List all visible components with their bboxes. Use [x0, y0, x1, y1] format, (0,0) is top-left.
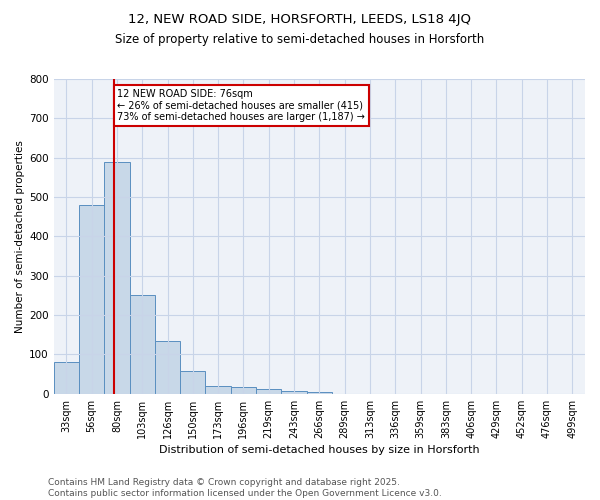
Bar: [307, 392, 332, 394]
Text: 12, NEW ROAD SIDE, HORSFORTH, LEEDS, LS18 4JQ: 12, NEW ROAD SIDE, HORSFORTH, LEEDS, LS1…: [128, 12, 472, 26]
Bar: [231, 387, 256, 394]
Bar: [205, 386, 231, 394]
Y-axis label: Number of semi-detached properties: Number of semi-detached properties: [15, 140, 25, 333]
Bar: [53, 362, 79, 394]
Text: 12 NEW ROAD SIDE: 76sqm
← 26% of semi-detached houses are smaller (415)
73% of s: 12 NEW ROAD SIDE: 76sqm ← 26% of semi-de…: [118, 89, 365, 122]
Bar: [130, 296, 155, 394]
Bar: [104, 162, 130, 394]
Bar: [155, 340, 180, 394]
Bar: [256, 388, 281, 394]
Bar: [180, 372, 205, 394]
Text: Contains HM Land Registry data © Crown copyright and database right 2025.
Contai: Contains HM Land Registry data © Crown c…: [48, 478, 442, 498]
Bar: [79, 205, 104, 394]
Bar: [281, 390, 307, 394]
X-axis label: Distribution of semi-detached houses by size in Horsforth: Distribution of semi-detached houses by …: [159, 445, 479, 455]
Text: Size of property relative to semi-detached houses in Horsforth: Size of property relative to semi-detach…: [115, 32, 485, 46]
